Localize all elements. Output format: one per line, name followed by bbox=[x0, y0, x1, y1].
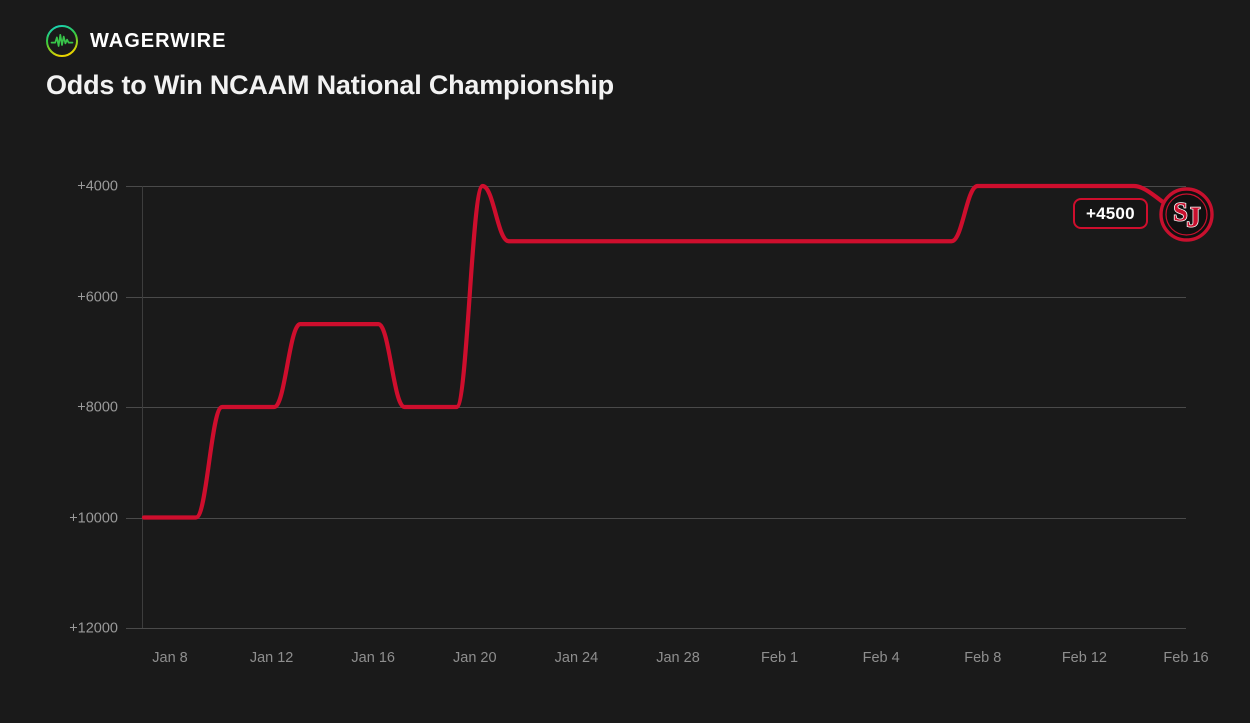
odds-series-line bbox=[141, 183, 1189, 520]
x-tick-label: Jan 28 bbox=[656, 650, 700, 666]
x-tick-label: Jan 24 bbox=[555, 650, 599, 666]
x-tick-label: Jan 12 bbox=[250, 650, 294, 666]
page-title: Odds to Win NCAAM National Championship bbox=[46, 70, 614, 100]
st-johns-sj-monogram-icon: S J bbox=[1159, 187, 1214, 242]
y-tick-label: +6000 bbox=[77, 289, 118, 305]
y-tick-label: +4000 bbox=[77, 178, 118, 194]
x-tick-label: Feb 8 bbox=[964, 650, 1001, 666]
x-tick-label: Feb 12 bbox=[1062, 650, 1107, 666]
brand-header: WAGERWIRE bbox=[45, 24, 226, 58]
waveform-circle-icon bbox=[46, 25, 78, 57]
y-tick-label: +8000 bbox=[77, 399, 118, 415]
y-tick-label: +10000 bbox=[69, 510, 118, 526]
x-tick-label: Jan 20 bbox=[453, 650, 497, 666]
y-tick-label: +12000 bbox=[69, 620, 118, 636]
x-tick-label: Feb 4 bbox=[863, 650, 900, 666]
y-gridlines bbox=[126, 186, 1186, 629]
x-tick-label: Jan 16 bbox=[351, 650, 395, 666]
wagerwire-logo bbox=[45, 24, 79, 58]
current-odds-badge[interactable]: +4500 bbox=[1073, 198, 1148, 229]
x-tick-labels: Jan 8 Jan 12 Jan 16 Jan 20 Jan 24 Jan 28 Feb 1… bbox=[152, 650, 1208, 666]
svg-text:S: S bbox=[1173, 198, 1187, 227]
brand-name: WAGERWIRE bbox=[90, 30, 227, 52]
x-tick-label: Feb 16 bbox=[1163, 650, 1208, 666]
current-odds-value: +4500 bbox=[1086, 203, 1135, 223]
x-tick-label: Jan 8 bbox=[152, 650, 187, 666]
svg-text:J: J bbox=[1186, 202, 1201, 234]
x-tick-label: Feb 1 bbox=[761, 650, 798, 666]
y-tick-labels: +4000 +6000 +8000 +10000 +12000 bbox=[69, 178, 118, 636]
